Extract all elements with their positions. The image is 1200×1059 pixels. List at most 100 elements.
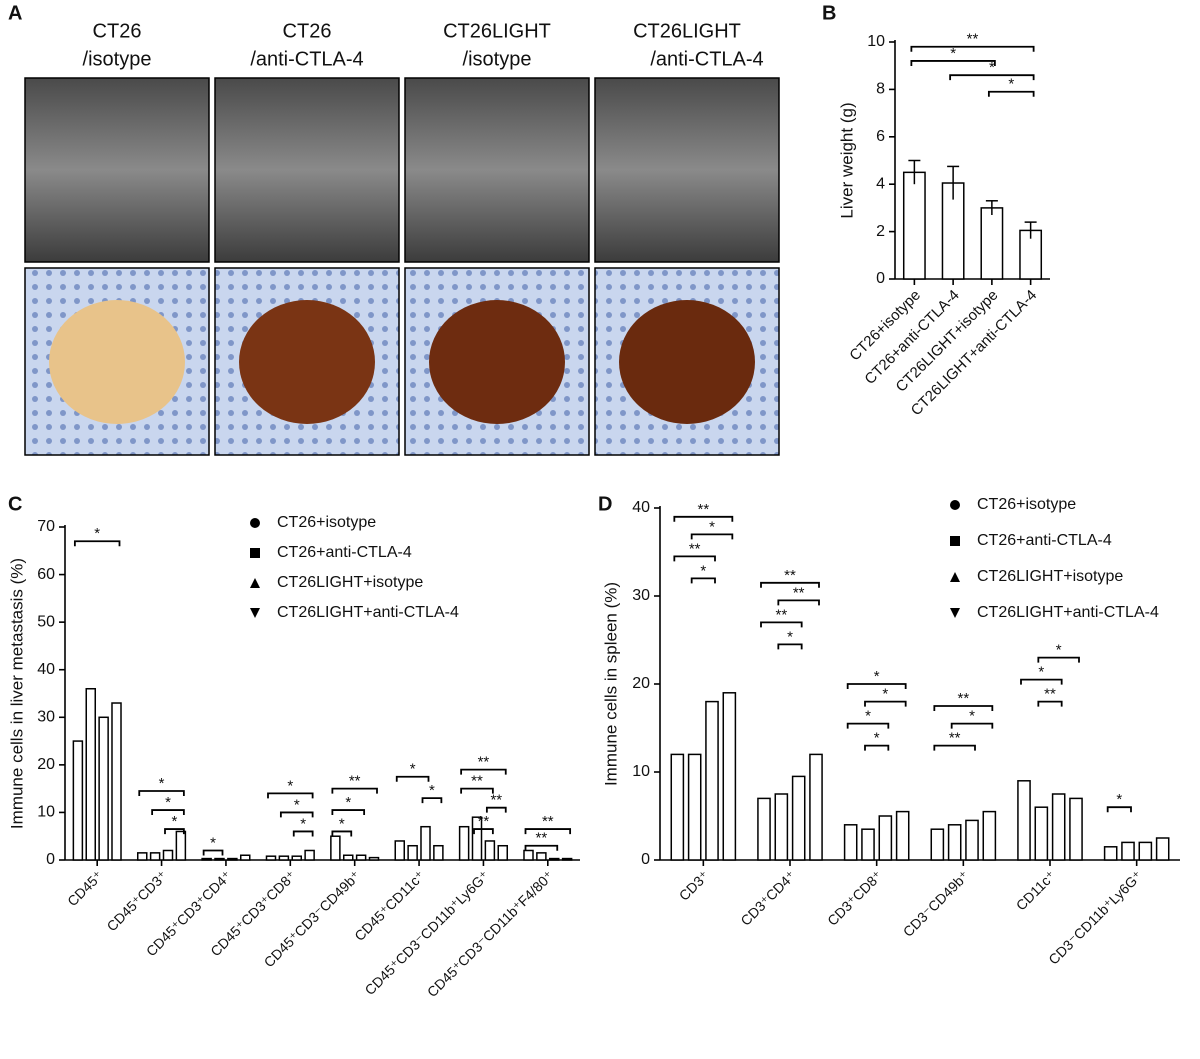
significance-label: * [709, 518, 715, 535]
panel-label: A [8, 2, 22, 24]
y-tick-label: 20 [632, 675, 650, 692]
bar [774, 793, 789, 861]
ultrasound-image [214, 77, 400, 263]
bar [497, 844, 509, 861]
significance-label: ** [478, 813, 490, 830]
significance-label: ** [957, 690, 969, 707]
legend-label: CT26LIGHT+anti-CTLA-4 [977, 604, 1159, 621]
significance-label: * [1038, 664, 1044, 681]
y-tick-label: 0 [641, 851, 650, 868]
bar [1051, 793, 1066, 861]
significance-label: * [300, 815, 306, 832]
bar [111, 702, 122, 861]
legend-marker [950, 536, 960, 546]
bar [162, 849, 174, 861]
y-tick-label: 20 [37, 756, 55, 773]
bar [265, 855, 277, 861]
y-axis-label: Immune cells in spleen (%) [601, 582, 620, 786]
bar [355, 854, 367, 861]
significance-label: * [287, 777, 293, 794]
significance-label: * [339, 815, 345, 832]
significance-bracket [1020, 678, 1063, 685]
significance-bracket [331, 830, 353, 837]
bar [1017, 780, 1031, 861]
significance-bracket [292, 830, 314, 837]
significance-bracket [73, 540, 121, 547]
legend-marker [250, 578, 260, 588]
significance-label: * [294, 796, 300, 813]
significance-label: * [345, 794, 351, 811]
significance-label: * [172, 813, 178, 830]
significance-bracket [846, 722, 890, 729]
significance-bracket [777, 643, 803, 650]
bar [722, 692, 737, 861]
bar [433, 844, 444, 861]
significance-label: ** [697, 501, 709, 518]
significance-bracket [673, 555, 716, 562]
significance-label: * [1056, 642, 1062, 659]
significance-bracket [690, 533, 734, 540]
significance-label: ** [542, 813, 554, 830]
x-tick-label: CD45⁺CD3⁻CD11b⁺F4/80⁺ [424, 867, 557, 1000]
x-tick-label: CD3⁺CD8⁺ [824, 867, 885, 928]
significance-bracket [331, 787, 378, 794]
significance-label: ** [490, 792, 502, 809]
panel-label: C [8, 493, 22, 515]
column-title: CT26LIGHT [443, 20, 551, 42]
bar [670, 753, 685, 861]
significance-label: ** [349, 773, 361, 790]
liver [239, 300, 375, 424]
significance-bracket [673, 515, 734, 522]
legend-label: CT26+anti-CTLA-4 [277, 544, 412, 561]
x-tick-label: CD11c⁺ [1013, 867, 1059, 913]
y-tick-label: 10 [867, 33, 885, 50]
significance-label: ** [793, 584, 805, 601]
bar [930, 828, 945, 861]
bar [98, 716, 109, 861]
significance-label: ** [784, 567, 796, 584]
bar [791, 775, 806, 861]
bar [484, 840, 496, 861]
bar [1069, 797, 1083, 861]
y-tick-label: 10 [632, 763, 650, 780]
y-tick-label: 60 [37, 566, 55, 583]
significance-bracket [485, 806, 507, 813]
significance-bracket [164, 828, 185, 835]
significance-label: * [165, 794, 171, 811]
liver [619, 300, 755, 424]
significance-bracket [279, 811, 314, 818]
significance-label: * [882, 686, 888, 703]
y-tick-label: 2 [876, 223, 885, 240]
significance-bracket [846, 683, 907, 689]
significance-label: * [1116, 791, 1122, 808]
column-title: /anti-CTLA-4 [650, 48, 763, 70]
bar [278, 855, 290, 861]
bar [291, 855, 303, 861]
column-title: /anti-CTLA-4 [250, 48, 363, 70]
y-axis-label: Immune cells in liver metastasis (%) [7, 558, 26, 829]
legend-marker [250, 548, 260, 558]
bar [149, 852, 161, 861]
bar [368, 856, 380, 861]
legend-label: CT26+isotype [277, 514, 376, 531]
bar [809, 753, 823, 861]
significance-label: * [874, 668, 880, 685]
significance-bracket [524, 844, 559, 851]
y-tick-label: 40 [632, 499, 650, 516]
significance-label: * [989, 59, 995, 76]
significance-bracket [760, 621, 803, 628]
y-tick-label: 6 [876, 128, 885, 145]
significance-bracket [331, 809, 366, 816]
significance-bracket [460, 768, 507, 775]
significance-label: * [874, 730, 880, 747]
ultrasound-image [404, 77, 590, 263]
significance-bracket [950, 722, 994, 729]
significance-bracket [1106, 806, 1132, 813]
significance-bracket [1037, 656, 1080, 663]
significance-label: ** [967, 31, 979, 48]
bar [843, 824, 858, 861]
liver [49, 300, 185, 424]
significance-bracket [1037, 700, 1063, 707]
column-title: CT26 [93, 20, 142, 42]
